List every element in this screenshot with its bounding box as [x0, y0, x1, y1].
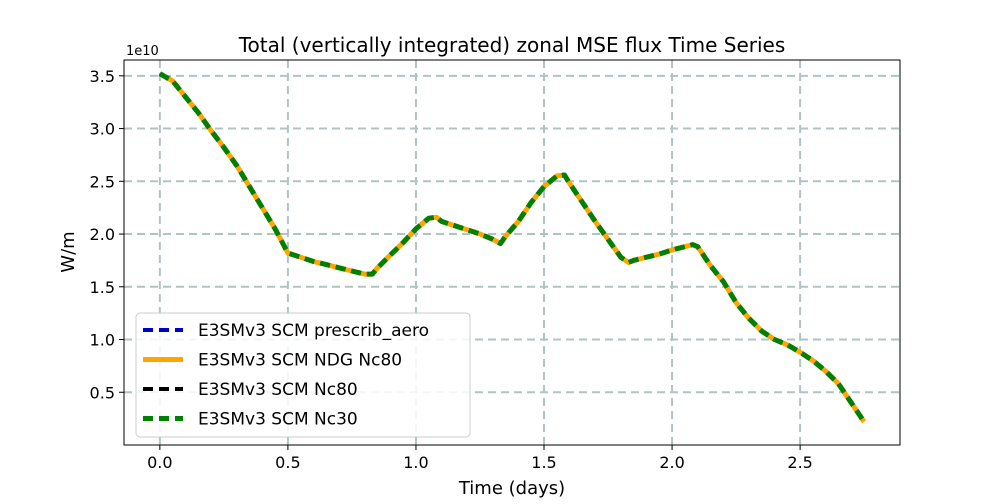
y-tick-label: 3.5 — [90, 67, 115, 86]
series-line-4 — [158, 71, 867, 424]
y-tick-label: 1.0 — [90, 331, 115, 350]
x-tick-label: 1.0 — [403, 453, 428, 472]
x-tick-label: 2.0 — [659, 453, 684, 472]
x-tick-label: 2.5 — [787, 453, 812, 472]
y-offset-label: 1e10 — [126, 44, 159, 59]
x-tick-label: 1.5 — [531, 453, 556, 472]
legend: E3SMv3 SCM prescrib_aero E3SMv3 SCM NDG N… — [135, 312, 471, 438]
x-tick-label: 0.0 — [147, 453, 172, 472]
y-tick-label: 0.5 — [90, 383, 115, 402]
legend-label: E3SMv3 SCM NDG Nc80 — [198, 351, 402, 371]
y-axis-ticks: 0.5 1.0 1.5 2.0 2.5 3.0 3.5 — [90, 67, 124, 402]
legend-box — [135, 312, 471, 438]
y-tick-label: 3.0 — [90, 120, 115, 139]
plot-frame — [123, 59, 901, 446]
legend-label: E3SMv3 SCM prescrib_aero — [198, 321, 429, 341]
legend-label: E3SMv3 SCM Nc30 — [198, 410, 358, 430]
legend-label: E3SMv3 SCM Nc80 — [198, 380, 358, 400]
y-axis-label: W/m — [58, 231, 79, 272]
series-lines — [158, 71, 867, 424]
y-tick-label: 2.5 — [90, 172, 115, 191]
y-tick-label: 2.0 — [90, 225, 115, 244]
x-tick-label: 0.5 — [275, 453, 300, 472]
chart-title: Total (vertically integrated) zonal MSE … — [238, 33, 786, 57]
x-axis-ticks: 0.0 0.5 1.0 1.5 2.0 2.5 — [147, 445, 813, 472]
y-tick-label: 1.5 — [90, 278, 115, 297]
x-axis-label: Time (days) — [458, 478, 565, 499]
